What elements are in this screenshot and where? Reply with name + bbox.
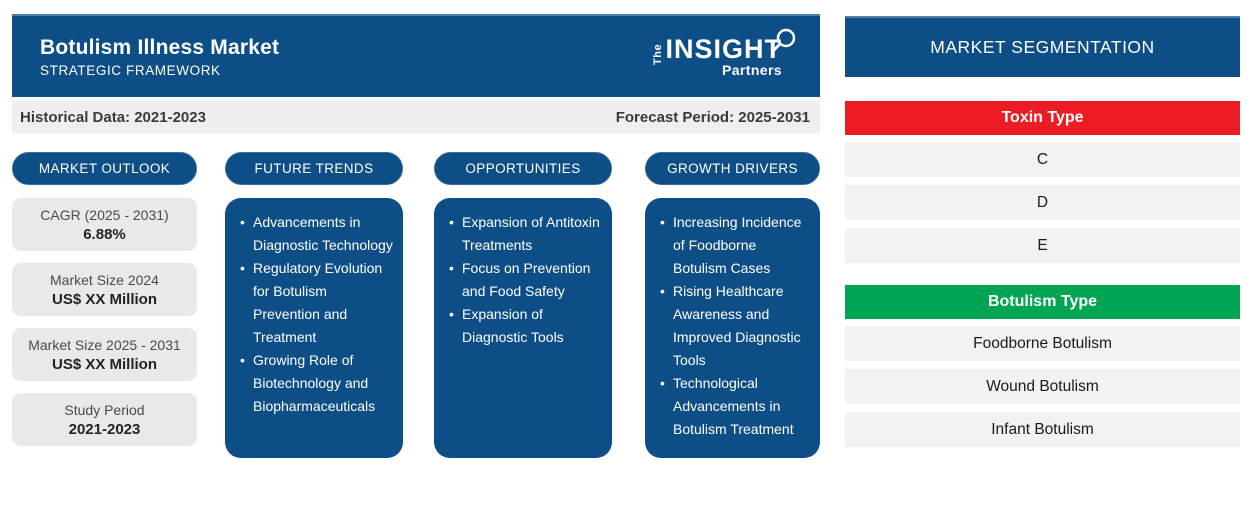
growth-drivers-box: Increasing Incidence of Foodborne Botuli…	[645, 198, 820, 458]
market-outlook-pill: MARKET OUTLOOK	[12, 152, 197, 185]
future-trends-box: Advancements in Diagnostic Technology Re…	[225, 198, 403, 458]
opportunities-list: Expansion of Antitoxin Treatments Focus …	[449, 211, 604, 349]
growth-drivers-list: Increasing Incidence of Foodborne Botuli…	[660, 211, 812, 441]
list-item: Expansion of Antitoxin Treatments	[449, 211, 604, 257]
stat-box-study-period: Study Period 2021-2023	[12, 393, 197, 446]
logo-partners-text: Partners	[721, 61, 782, 78]
list-item: Regulatory Evolution for Botulism Preven…	[240, 257, 395, 349]
period-bar: Historical Data: 2021-2023 Forecast Peri…	[12, 100, 820, 134]
opportunities-pill: OPPORTUNITIES	[434, 152, 612, 185]
list-item: Advancements in Diagnostic Technology	[240, 211, 395, 257]
page-title: Botulism Illness Market	[40, 35, 280, 59]
growth-drivers-pill: GROWTH DRIVERS	[645, 152, 820, 185]
logo-main-text: INSIGHT Partners	[665, 33, 782, 78]
stat-label: Market Size 2024	[50, 271, 159, 288]
stat-box-cagr: CAGR (2025 - 2031) 6.88%	[12, 198, 197, 251]
page-subtitle: STRATEGIC FRAMEWORK	[40, 62, 221, 78]
logo-insight-text: INSIGHT	[665, 33, 782, 64]
seg-row-toxin-c: C	[845, 142, 1240, 177]
list-item: Growing Role of Biotechnology and Biopha…	[240, 349, 395, 418]
future-trends-list: Advancements in Diagnostic Technology Re…	[240, 211, 395, 418]
list-item: Technological Advancements in Botulism T…	[660, 372, 812, 441]
stat-value: US$ XX Million	[51, 355, 157, 373]
botulism-type-bar: Botulism Type	[845, 285, 1240, 319]
forecast-period-label: Forecast Period: 2025-2031	[615, 108, 810, 126]
market-segmentation-header: MARKET SEGMENTATION	[845, 16, 1240, 77]
future-trends-pill: FUTURE TRENDS	[225, 152, 403, 185]
seg-row-toxin-e: E	[845, 228, 1240, 263]
stat-label: Market Size 2025 - 2031	[28, 336, 181, 353]
toxin-type-bar: Toxin Type	[845, 101, 1240, 135]
seg-row-wound-botulism: Wound Botulism	[845, 369, 1240, 404]
stat-value: US$ XX Million	[51, 290, 157, 308]
seg-row-toxin-d: D	[845, 185, 1240, 220]
stat-box-market-size-forecast: Market Size 2025 - 2031 US$ XX Million	[12, 328, 197, 381]
insight-partners-logo: The INSIGHT Partners	[651, 28, 796, 78]
stat-box-market-size-2024: Market Size 2024 US$ XX Million	[12, 263, 197, 316]
report-header: Botulism Illness Market STRATEGIC FRAMEW…	[12, 14, 820, 97]
list-item: Increasing Incidence of Foodborne Botuli…	[660, 211, 812, 280]
list-item: Expansion of Diagnostic Tools	[449, 303, 604, 349]
seg-row-infant-botulism: Infant Botulism	[845, 412, 1240, 447]
logo-the-text: The	[652, 43, 665, 65]
list-item: Focus on Prevention and Food Safety	[449, 257, 604, 303]
stat-value: 2021-2023	[68, 420, 141, 438]
stat-value: 6.88%	[83, 225, 126, 243]
list-item: Rising Healthcare Awareness and Improved…	[660, 280, 812, 372]
seg-row-foodborne-botulism: Foodborne Botulism	[845, 326, 1240, 361]
historical-data-label: Historical Data: 2021-2023	[20, 108, 206, 126]
stat-label: Study Period	[64, 401, 145, 418]
magnifier-icon	[770, 28, 796, 53]
opportunities-box: Expansion of Antitoxin Treatments Focus …	[434, 198, 612, 458]
stat-label: CAGR (2025 - 2031)	[40, 206, 169, 223]
report-title-block: Botulism Illness Market STRATEGIC FRAMEW…	[40, 36, 279, 78]
